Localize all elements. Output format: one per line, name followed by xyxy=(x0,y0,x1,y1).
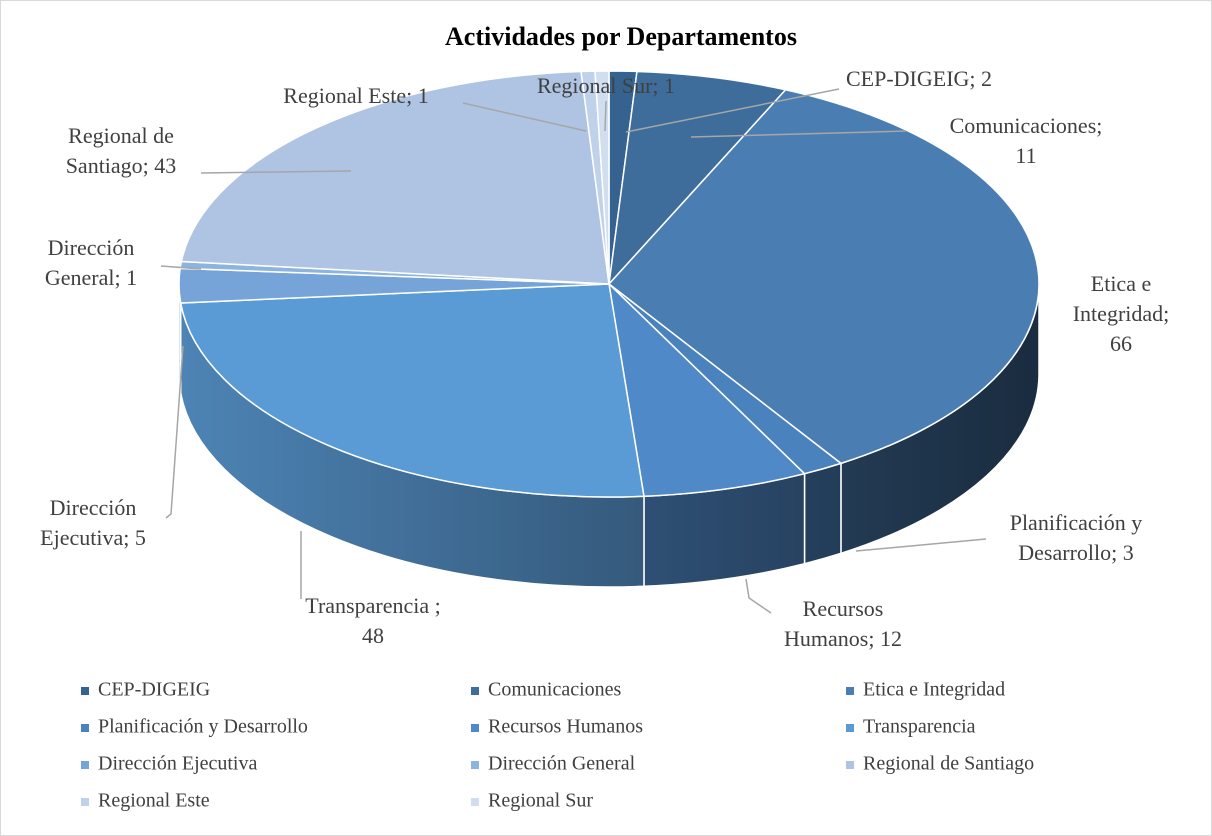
slice-side xyxy=(803,462,842,565)
leader-line xyxy=(690,130,907,138)
legend-swatch xyxy=(81,687,89,695)
data-label: Regional Este; 1 xyxy=(283,83,429,108)
data-label: Dirección General; 1 xyxy=(44,235,138,290)
legend-label: CEP-DIGEIG xyxy=(98,679,210,701)
data-label: Transparencia ; 48 xyxy=(305,593,441,648)
slice xyxy=(179,283,645,498)
legend-label: Regional Sur xyxy=(488,790,593,812)
slice xyxy=(607,70,788,287)
leader-line xyxy=(855,538,987,552)
legend-swatch xyxy=(471,724,479,732)
pie-tops xyxy=(178,70,1040,498)
leader-line xyxy=(200,170,352,174)
data-label: Dirección Ejecutiva; 5 xyxy=(40,495,146,550)
pie-sides xyxy=(178,283,1040,588)
slice xyxy=(607,281,807,498)
legend-swatch xyxy=(471,761,479,769)
legend-swatch xyxy=(471,798,479,806)
legend-label: Recursos Humanos xyxy=(488,716,643,738)
data-label: CEP-DIGEIG; 2 xyxy=(845,66,993,91)
legend-swatch xyxy=(846,724,854,732)
leader-line xyxy=(625,88,840,133)
leader-line xyxy=(462,102,587,132)
data-label: Regional de Santiago; 43 xyxy=(65,123,177,178)
legend-label: Planificación y Desarrollo xyxy=(98,716,308,738)
data-label: Planificación y Desarrollo; 3 xyxy=(1009,510,1143,565)
data-label: Regional Sur; 1 xyxy=(536,73,676,98)
legend-swatch xyxy=(846,687,854,695)
data-label: Etica e Integridad; 66 xyxy=(1072,271,1170,356)
leader-line xyxy=(160,265,202,270)
legend-swatch xyxy=(81,761,89,769)
leader-line xyxy=(604,100,607,132)
legend-label: Dirección General xyxy=(488,753,636,775)
legend-swatch xyxy=(471,687,479,695)
legend-label: Transparencia xyxy=(863,716,976,738)
data-label: Comunicaciones; 11 xyxy=(949,113,1103,168)
slice xyxy=(607,88,1040,465)
legend-label: Comunicaciones xyxy=(488,679,622,701)
legend-label: Regional de Santiago xyxy=(863,753,1034,775)
legend-swatch xyxy=(846,761,854,769)
legend-label: Dirección Ejecutiva xyxy=(98,753,257,775)
leader-line xyxy=(165,345,184,519)
legend-label: Etica e Integridad xyxy=(863,679,1005,701)
legend-swatch xyxy=(81,798,89,806)
data-label: Recursos Humanos; 12 xyxy=(784,596,902,651)
chart-title: Actividades por Departamentos xyxy=(445,22,797,51)
leader-line xyxy=(745,578,772,614)
legend-label: Regional Este xyxy=(98,790,210,812)
legend-swatch xyxy=(81,724,89,732)
slice xyxy=(180,70,610,285)
